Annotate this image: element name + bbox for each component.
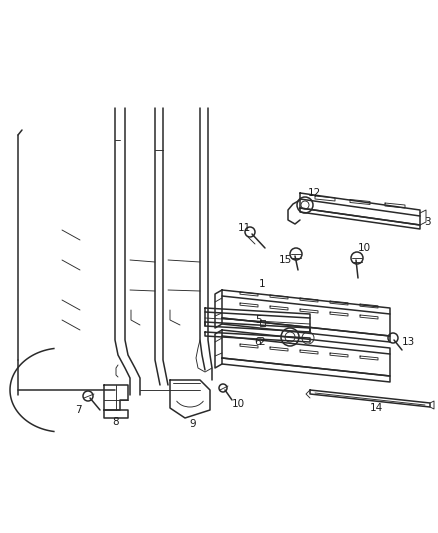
Text: 8: 8 [113,417,119,427]
Text: 6: 6 [254,337,261,347]
Text: 14: 14 [369,403,383,413]
Text: 11: 11 [237,223,251,233]
Text: 12: 12 [307,188,321,198]
Text: 3: 3 [424,217,430,227]
Text: 7: 7 [75,405,81,415]
Text: 9: 9 [190,419,196,429]
Text: 10: 10 [231,399,244,409]
Text: 15: 15 [279,255,292,265]
Text: 1: 1 [259,279,265,289]
Text: 13: 13 [401,337,415,347]
Text: 5: 5 [254,315,261,325]
Text: 10: 10 [357,243,371,253]
Text: 2: 2 [259,337,265,347]
